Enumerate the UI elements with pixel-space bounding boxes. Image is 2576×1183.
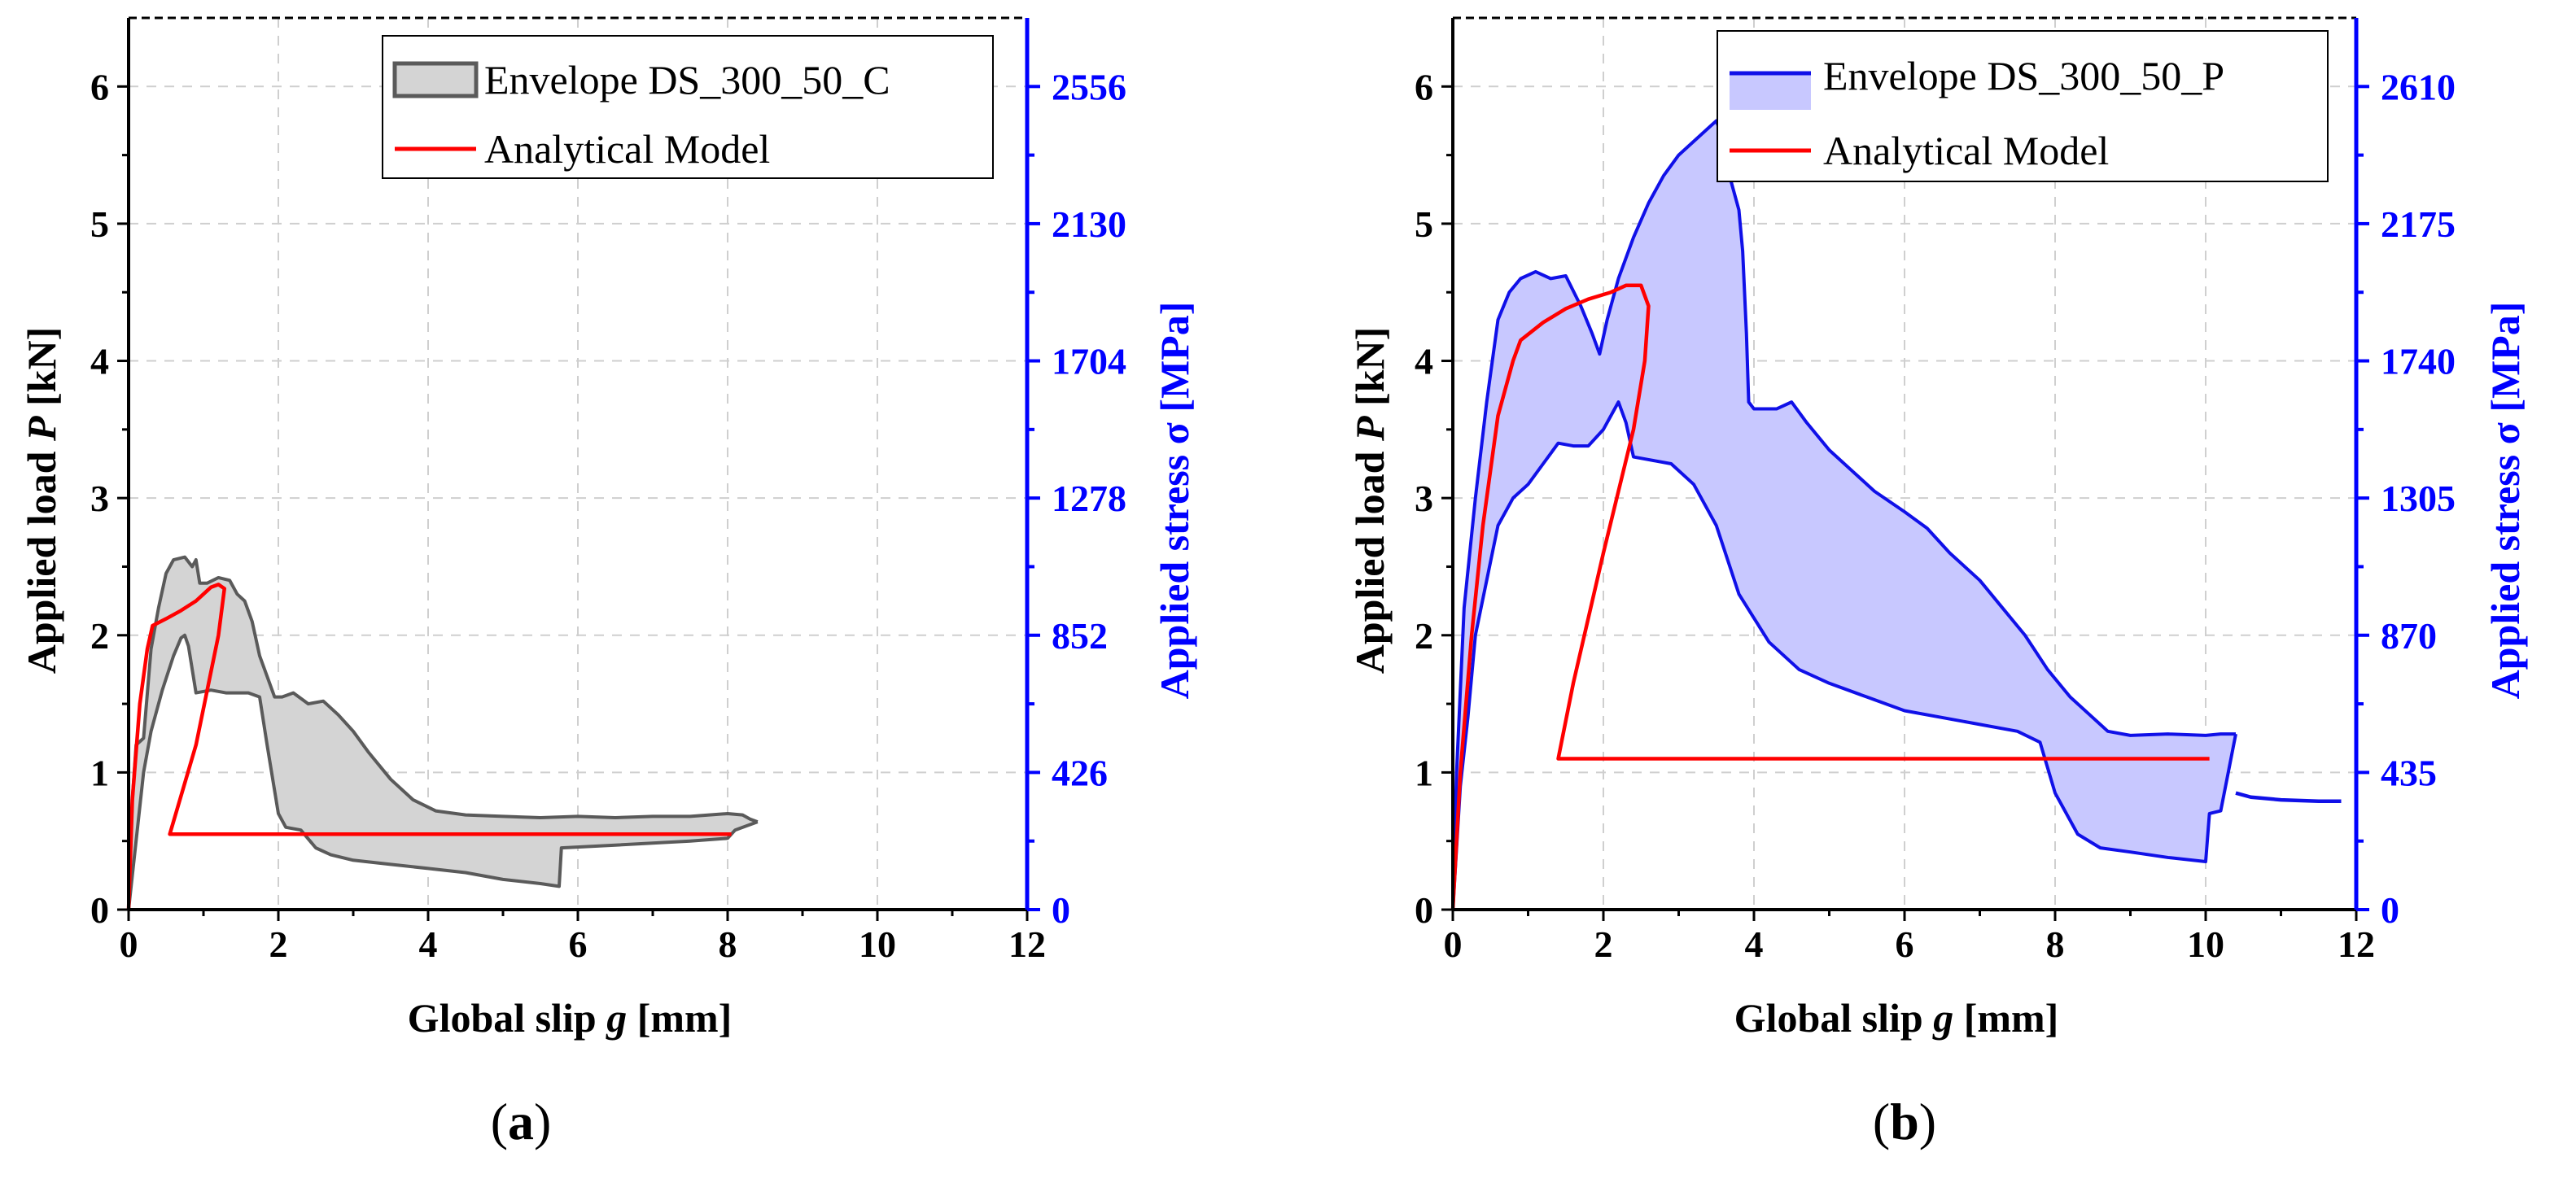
panel-b: 0 2 4 6 8 10 12012345604358701305174021752610 … xyxy=(1347,16,2528,1150)
x-tick-label: 10 xyxy=(859,923,896,965)
x-tick-label: 4 xyxy=(1745,923,1764,965)
envelope-tail-line xyxy=(2235,791,2342,804)
y2-tick-label: 435 xyxy=(2381,752,2437,793)
legend-swatch-envelope-b xyxy=(1730,71,1811,110)
x-tick-label: 2 xyxy=(1594,923,1613,965)
x-tick-label: 0 xyxy=(120,923,138,965)
panel-label-b: (b) xyxy=(1873,1093,1936,1150)
y2-tick-label: 2610 xyxy=(2381,66,2456,107)
y-tick-label: 1 xyxy=(1415,752,1433,793)
legend-swatch-envelope-fill-b xyxy=(1730,73,1811,110)
x-tick-label: 8 xyxy=(2046,923,2065,965)
legend-swatch-envelope-a xyxy=(392,61,479,98)
y-tick-label: 2 xyxy=(90,615,109,657)
legend-label-model-b: Analytical Model xyxy=(1823,128,2109,173)
y2-tick-label: 2175 xyxy=(2381,203,2456,245)
y-tick-label: 4 xyxy=(90,341,109,382)
y2-tick-label: 870 xyxy=(2381,615,2437,657)
y-tick-label: 4 xyxy=(1415,341,1433,382)
x-axis-title-b: Global slip g [mm] xyxy=(1734,995,2059,1041)
series-a xyxy=(126,555,759,910)
envelope-area xyxy=(1453,120,2236,910)
legend-box-b xyxy=(1717,30,2329,182)
y2-tick-label: 0 xyxy=(1052,889,1070,931)
y2-tick-label: 852 xyxy=(1052,615,1108,657)
panel-label-a: (a) xyxy=(491,1093,552,1150)
y2-tick-label: 2556 xyxy=(1052,66,1126,107)
legend-box-a xyxy=(382,35,994,179)
analytical-model-line xyxy=(126,583,732,910)
legend-label-envelope-a: Envelope DS_300_50_C xyxy=(484,57,890,103)
y2-tick-label: 1305 xyxy=(2381,478,2456,519)
y2-axis-title-b: Applied stress σ [MPa] xyxy=(2482,302,2528,700)
legend-label-model-a: Analytical Model xyxy=(484,126,770,172)
y-tick-label: 5 xyxy=(90,203,109,245)
x-tick-label: 0 xyxy=(1444,923,1463,965)
y-tick-label: 2 xyxy=(1415,615,1433,657)
legend-a: Envelope DS_300_50_C Analytical Model xyxy=(382,35,994,179)
y-tick-label: 0 xyxy=(1415,889,1433,931)
y2-tick-label: 1278 xyxy=(1052,478,1126,519)
y-tick-label: 6 xyxy=(90,66,109,107)
y-tick-label: 0 xyxy=(90,889,109,931)
envelope-upper-line xyxy=(1451,119,2236,910)
y2-tick-label: 1704 xyxy=(1052,341,1126,382)
legend-b: Envelope DS_300_50_P Analytical Model xyxy=(1717,30,2329,182)
envelope-lower-line xyxy=(1451,400,2237,910)
envelope-upper-line xyxy=(127,555,759,910)
y2-tick-label: 426 xyxy=(1052,752,1108,793)
x-axis-title-a: Global slip g [mm] xyxy=(408,995,733,1041)
y2-tick-label: 0 xyxy=(2381,889,2399,931)
x-tick-label: 6 xyxy=(1896,923,1914,965)
x-tick-label: 2 xyxy=(269,923,288,965)
series-b xyxy=(1450,119,2342,910)
analytical-model-line xyxy=(1450,283,2210,910)
y-tick-label: 1 xyxy=(90,752,109,793)
y-tick-label: 3 xyxy=(90,478,109,519)
x-tick-label: 12 xyxy=(2338,923,2375,965)
y2-tick-label: 2130 xyxy=(1052,203,1126,245)
envelope-area xyxy=(129,557,758,910)
y-tick-label: 5 xyxy=(1415,203,1433,245)
x-tick-label: 12 xyxy=(1008,923,1046,965)
x-tick-label: 10 xyxy=(2187,923,2224,965)
y-axis-title-a: Applied load P [kN] xyxy=(19,327,64,674)
envelope-lower-line xyxy=(127,633,759,910)
y2-axis-title-a: Applied stress σ [MPa] xyxy=(1152,302,1197,700)
y-tick-label: 3 xyxy=(1415,478,1433,519)
x-tick-label: 6 xyxy=(569,923,588,965)
x-tick-label: 4 xyxy=(419,923,438,965)
y-tick-label: 6 xyxy=(1415,66,1433,107)
x-tick-label: 8 xyxy=(719,923,737,965)
y-axis-title-b: Applied load P [kN] xyxy=(1347,327,1393,674)
y2-tick-label: 1740 xyxy=(2381,341,2456,382)
legend-label-envelope-b: Envelope DS_300_50_P xyxy=(1823,53,2224,98)
panel-a: 0 2 4 6 8 10 12012345604268521278170421302556 … xyxy=(19,16,1197,1150)
